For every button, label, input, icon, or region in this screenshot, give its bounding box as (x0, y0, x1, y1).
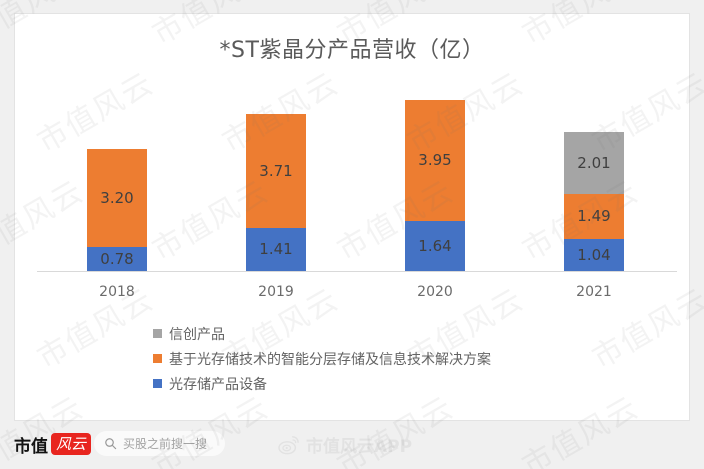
bar-value-label: 0.78 (100, 250, 134, 269)
legend-label-solution: 基于光存储技术的智能分层存储及信息技术解决方案 (169, 351, 491, 368)
bar-segment[interactable]: 3.95 (405, 99, 465, 221)
bar-value-label: 3.20 (100, 189, 134, 208)
watermark-text: 市值风云 (701, 173, 704, 269)
bottom-bar: 市值 风云 买股之前搜一搜 市值风云APP (0, 421, 704, 469)
bar-segment[interactable]: 2.01 (564, 132, 624, 194)
bar-value-label: 2.01 (577, 153, 611, 172)
chart-title: *ST紫晶分产品营收（亿） (219, 38, 485, 63)
bar-value-label: 1.41 (259, 240, 293, 259)
bar-value-label: 3.95 (418, 151, 452, 170)
legend-swatch-orange-icon (153, 354, 162, 363)
legend-swatch-blue-icon (153, 379, 162, 388)
bar-group-2021[interactable]: 2.01 1.49 1.04 (564, 132, 624, 271)
bar-segment[interactable]: 0.78 (87, 247, 147, 271)
x-axis-line (37, 271, 677, 272)
x-axis-label-2021: 2021 (576, 284, 612, 300)
bar-value-label: 1.49 (577, 207, 611, 226)
search-placeholder-text: 买股之前搜一搜 (123, 437, 208, 451)
legend-item-storage[interactable]: 光存储产品设备 (153, 371, 491, 396)
x-axis-label-2019: 2019 (258, 284, 294, 300)
bar-segment[interactable]: 3.71 (246, 114, 306, 228)
search-input[interactable]: 买股之前搜一搜 (94, 431, 225, 456)
bar-group-2019[interactable]: 3.71 1.41 (246, 114, 306, 271)
weibo-watermark: 市值风云APP (278, 432, 412, 457)
watermark-text: 市值风云 (701, 0, 704, 53)
chart-card: *ST紫晶分产品营收（亿） 3.20 0.78 2018 3.71 1.41 2019 3.… (14, 13, 690, 421)
weibo-watermark-text: 市值风云APP (306, 437, 413, 457)
bar-segment[interactable]: 3.20 (87, 149, 147, 248)
bar-group-2018[interactable]: 3.20 0.78 (87, 149, 147, 271)
x-axis-label-2020: 2020 (417, 284, 453, 300)
bar-value-label: 1.64 (418, 236, 452, 255)
bar-segment[interactable]: 1.64 (405, 220, 465, 271)
bar-value-label: 1.04 (577, 246, 611, 265)
weibo-icon (278, 435, 299, 454)
bar-group-2020[interactable]: 3.95 1.64 (405, 99, 465, 271)
brand-badge: 风云 (51, 433, 92, 455)
bar-segment[interactable]: 1.41 (246, 227, 306, 271)
x-axis-label-2018: 2018 (99, 284, 135, 300)
search-icon (105, 438, 117, 450)
legend-label-xinchuang: 信创产品 (169, 326, 225, 343)
bar-value-label: 3.71 (259, 162, 293, 181)
plot-area: 3.20 0.78 2018 3.71 1.41 2019 3.95 1.64 2020 2.01… (15, 14, 691, 422)
legend-swatch-gray-icon (153, 329, 162, 338)
legend-label-storage: 光存储产品设备 (169, 376, 267, 393)
legend-item-xinchuang[interactable]: 信创产品 (153, 321, 491, 346)
legend-item-solution[interactable]: 基于光存储技术的智能分层存储及信息技术解决方案 (153, 346, 491, 371)
chart-legend: 信创产品 基于光存储技术的智能分层存储及信息技术解决方案 光存储产品设备 (153, 321, 491, 396)
bar-segment[interactable]: 1.04 (564, 239, 624, 271)
brand-name: 市值 (14, 436, 48, 457)
bar-segment[interactable]: 1.49 (564, 193, 624, 240)
brand-logo[interactable]: 市值 风云 (14, 431, 92, 457)
